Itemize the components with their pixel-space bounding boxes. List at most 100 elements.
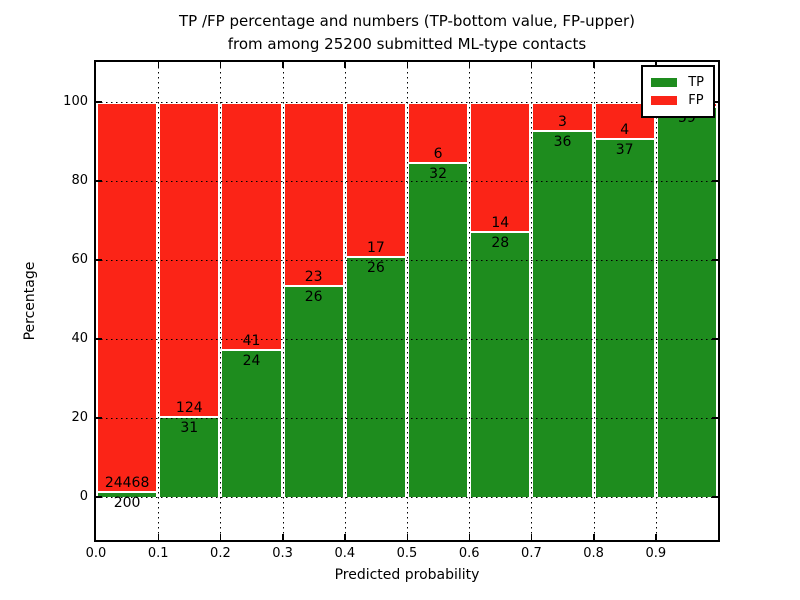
y-tick-mark <box>96 417 102 419</box>
tp-legend-swatch <box>651 78 678 87</box>
fp-bar-segment <box>344 101 407 258</box>
x-tick-mark <box>219 534 222 540</box>
tp-bar-segment <box>158 417 221 497</box>
chart-title: TP /FP percentage and numbers (TP-bottom… <box>96 10 718 56</box>
tp-count-label: 26 <box>304 288 323 305</box>
tp-legend-label: TP <box>688 75 704 90</box>
x-axis-label: Predicted probability <box>334 567 480 583</box>
x-tick-label: 0.9 <box>645 546 667 561</box>
gridline-vertical <box>282 62 284 540</box>
legend-item-fp: FP <box>651 93 704 108</box>
fp-bar-segment <box>96 101 159 494</box>
x-tick-label: 0.0 <box>85 546 107 561</box>
y-tick-mark <box>712 417 718 419</box>
x-tick-label: 0.3 <box>272 546 293 561</box>
x-tick-mark <box>530 534 533 540</box>
tp-bar-segment <box>344 257 407 497</box>
y-tick-mark <box>712 259 718 261</box>
gridline-vertical <box>531 62 533 540</box>
tp-bar-segment <box>407 163 470 497</box>
y-tick-mark <box>712 338 718 340</box>
x-tick-mark <box>344 534 346 540</box>
fp-count-label: 24468 <box>104 475 150 492</box>
tp-bar-segment <box>96 493 159 497</box>
y-tick-mark <box>712 496 718 498</box>
gridline-vertical <box>655 62 657 540</box>
gridline-vertical <box>407 62 408 540</box>
x-tick-mark <box>282 534 284 540</box>
x-tick-mark <box>593 62 595 68</box>
y-tick-mark <box>96 338 102 340</box>
x-tick-mark <box>282 62 284 68</box>
fp-bar-segment <box>531 101 594 132</box>
tp-bar-segment <box>593 140 656 497</box>
tp-count-label: 36 <box>553 133 572 150</box>
tp-count-label: 24 <box>242 352 261 369</box>
tp-bar-segment <box>655 108 718 497</box>
y-tick-mark <box>96 496 102 498</box>
x-tick-mark <box>406 62 408 68</box>
tp-count-label: 28 <box>491 235 510 252</box>
fp-count-label: 6 <box>433 145 443 162</box>
gridline-vertical <box>158 62 160 540</box>
tp-bar-segment <box>220 350 283 497</box>
fp-count-label: 124 <box>175 399 203 416</box>
y-tick-mark <box>96 180 102 182</box>
fp-count-label: 3 <box>558 113 567 130</box>
x-tick-mark <box>406 534 408 540</box>
x-tick-mark <box>157 62 160 68</box>
chart-title-line1: TP /FP percentage and numbers (TP-bottom… <box>179 12 635 30</box>
gridline-vertical <box>220 62 222 540</box>
tp-bar-segment <box>282 286 345 497</box>
fp-legend-label: FP <box>688 93 704 108</box>
fp-count-label: 4 <box>620 122 630 139</box>
chart-title-line2: from among 25200 submitted ML-type conta… <box>227 35 587 53</box>
y-tick-label: 60 <box>71 251 88 267</box>
tp-count-label: 26 <box>366 259 385 276</box>
y-tick-mark <box>96 101 102 103</box>
y-tick-label: 100 <box>63 93 88 109</box>
tp-count-label: 32 <box>429 165 447 182</box>
x-tick-mark <box>655 534 657 540</box>
x-tick-label: 0.5 <box>396 546 418 561</box>
gridline-vertical <box>469 62 471 540</box>
y-tick-label: 80 <box>71 172 88 188</box>
fp-count-label: 41 <box>242 332 261 349</box>
x-tick-label: 0.7 <box>521 546 542 561</box>
fp-count-label: 17 <box>366 239 385 256</box>
gridline-vertical <box>593 62 595 540</box>
y-axis-label: Percentage <box>22 261 38 341</box>
tp-count-label: 37 <box>615 142 634 159</box>
y-tick-label: 20 <box>71 409 88 425</box>
x-tick-label: 0.8 <box>583 546 604 561</box>
y-tick-mark <box>96 259 102 261</box>
x-tick-mark <box>530 62 533 68</box>
legend-item-tp: TP <box>651 75 704 90</box>
x-tick-mark <box>593 534 595 540</box>
fp-bar-segment <box>282 101 345 287</box>
y-tick-label: 40 <box>71 330 88 346</box>
y-tick-mark <box>712 180 718 182</box>
fp-bar-segment <box>407 101 470 164</box>
x-tick-mark <box>468 534 471 540</box>
legend: TP FP <box>641 65 715 118</box>
tp-bar-segment <box>469 233 532 497</box>
x-tick-mark <box>157 534 160 540</box>
fp-bar-segment <box>469 101 532 234</box>
x-tick-mark <box>468 62 471 68</box>
fp-bar-segment <box>220 101 283 351</box>
x-tick-label: 0.6 <box>458 546 480 561</box>
y-tick-mark <box>712 101 718 103</box>
x-tick-mark <box>219 62 222 68</box>
x-tick-label: 0.1 <box>147 546 169 561</box>
x-tick-mark <box>344 62 346 68</box>
x-tick-label: 0.2 <box>210 546 231 561</box>
x-tick-label: 0.4 <box>334 546 356 561</box>
gridline-vertical <box>344 62 346 540</box>
fp-legend-swatch <box>651 96 678 105</box>
tp-count-label: 200 <box>113 495 141 512</box>
fp-count-label: 23 <box>304 268 323 285</box>
plot-area: 2446820012431412423261726632142833643715… <box>94 60 720 542</box>
y-tick-label: 0 <box>79 488 88 504</box>
